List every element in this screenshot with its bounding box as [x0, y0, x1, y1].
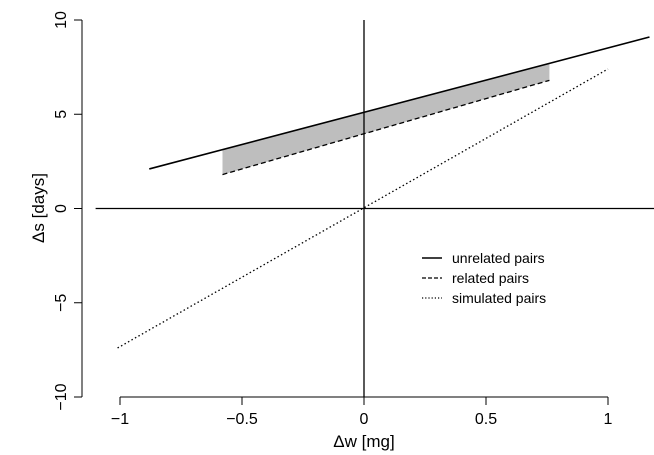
x-tick-label: 1	[604, 411, 613, 428]
y-tick-label: −5	[53, 294, 70, 312]
y-tick-label: −10	[53, 383, 70, 410]
series-line-related-pairs	[222, 79, 550, 176]
x-tick-label: −1	[111, 411, 129, 428]
series-line-unrelated-pairs	[149, 36, 650, 170]
plot-area	[95, 20, 654, 397]
y-tick-label: 0	[53, 204, 70, 213]
x-axis: −1 −0.5 0 0.5 1	[111, 396, 613, 428]
legend: unrelated pairs related pairs simulated pa…	[422, 250, 546, 306]
x-axis-label: Δw [mg]	[333, 432, 394, 451]
legend-label-related-pairs: related pairs	[452, 270, 529, 286]
y-tick-label: 10	[53, 11, 70, 29]
shaded-band	[222, 63, 550, 175]
x-tick-label: 0.5	[475, 411, 497, 428]
legend-label-simulated-pairs: simulated pairs	[452, 290, 546, 306]
x-tick-label: 0	[360, 411, 369, 428]
y-axis-label: Δs [days]	[29, 173, 48, 243]
x-tick-label: −0.5	[226, 411, 258, 428]
y-tick-label: 5	[53, 110, 70, 119]
y-axis: −10 −5 0 5 10	[53, 11, 83, 411]
legend-label-unrelated-pairs: unrelated pairs	[452, 250, 545, 266]
